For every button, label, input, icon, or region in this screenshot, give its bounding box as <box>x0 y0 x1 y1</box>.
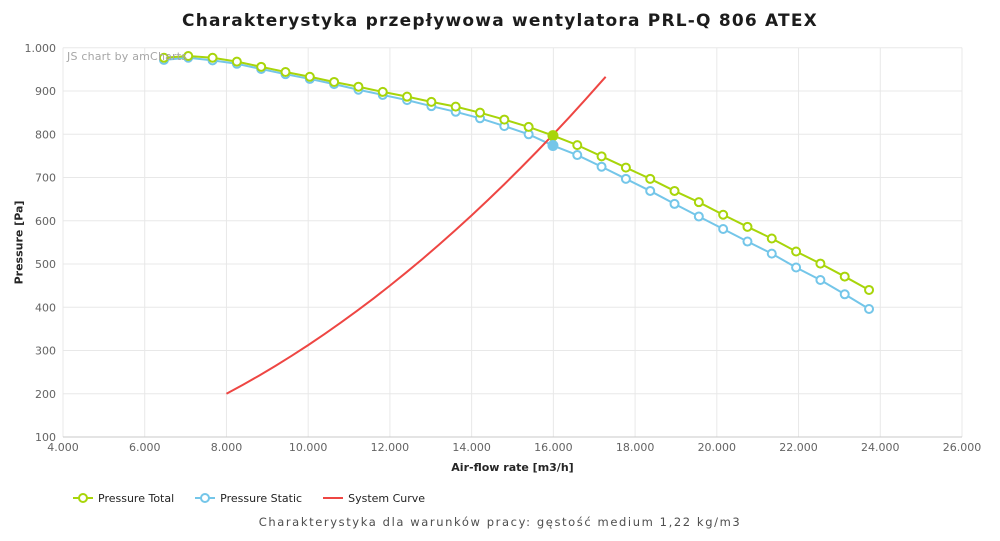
data-point <box>329 76 340 87</box>
x-tick-label: 4.000 <box>47 441 79 454</box>
y-tick-label: 400 <box>35 301 56 314</box>
x-tick-label: 22.000 <box>779 441 818 454</box>
x-tick-label: 20.000 <box>698 441 737 454</box>
y-tick-label: 1.000 <box>25 42 57 55</box>
data-point <box>304 71 315 82</box>
data-point <box>839 289 850 300</box>
series-line-system-curve <box>225 76 607 395</box>
y-tick-label: 900 <box>35 85 56 98</box>
legend-item-pressure-static[interactable]: Pressure Static <box>195 489 302 508</box>
operating-point <box>547 140 559 152</box>
y-axis-title: Pressure [Pa] <box>12 200 26 285</box>
data-point <box>645 185 656 196</box>
data-point <box>377 86 388 97</box>
working-conditions-caption: Charakterystyka dla warunków pracy: gęst… <box>258 515 742 529</box>
data-point <box>596 151 607 162</box>
operating-point <box>547 130 559 142</box>
data-point <box>718 209 729 220</box>
legend: Pressure Total Pressure Static System Cu… <box>73 489 425 508</box>
data-point <box>669 185 680 196</box>
y-tick-label: 700 <box>35 172 56 185</box>
pressure-total-marker-icon <box>73 489 93 508</box>
x-tick-label: 18.000 <box>616 441 655 454</box>
data-point <box>815 275 826 286</box>
series-line-pressure-static <box>163 56 870 310</box>
data-point <box>693 211 704 222</box>
data-point <box>256 61 267 72</box>
page-title: Charakterystyka przepływowa wentylatora … <box>182 11 818 31</box>
data-point <box>815 258 826 269</box>
y-tick-label: 100 <box>35 431 56 444</box>
data-point <box>742 221 753 232</box>
data-point <box>450 101 461 112</box>
x-axis-title: Air-flow rate [m3/h] <box>451 461 574 474</box>
data-point <box>207 52 218 63</box>
data-point <box>231 56 242 67</box>
data-point <box>499 114 510 125</box>
legend-label: System Curve <box>348 492 426 505</box>
y-tick-label: 800 <box>35 128 56 141</box>
data-point <box>475 107 486 118</box>
x-tick-label: 12.000 <box>371 441 410 454</box>
x-tick-label: 16.000 <box>534 441 573 454</box>
data-point <box>353 81 364 92</box>
y-tick-label: 300 <box>35 345 56 358</box>
legend-label: Pressure Total <box>98 492 175 505</box>
y-tick-label: 500 <box>35 258 56 271</box>
data-point <box>280 67 291 78</box>
pressure-static-marker-icon <box>195 489 216 508</box>
data-point <box>620 162 631 173</box>
data-point <box>669 198 680 209</box>
x-tick-label: 14.000 <box>452 441 491 454</box>
data-point <box>645 173 656 184</box>
x-tick-label: 24.000 <box>861 441 900 454</box>
system-curve-marker-icon <box>323 489 344 508</box>
data-point <box>791 246 802 257</box>
data-point <box>523 121 534 132</box>
data-point <box>766 248 777 259</box>
data-point <box>864 284 875 295</box>
data-point <box>183 51 194 62</box>
data-point <box>718 223 729 234</box>
data-point <box>426 96 437 107</box>
data-point <box>693 197 704 208</box>
data-point <box>158 52 169 63</box>
data-point <box>572 150 583 161</box>
data-point <box>766 233 777 244</box>
data-point <box>864 303 875 314</box>
x-tick-label: 26.000 <box>943 441 982 454</box>
y-tick-label: 600 <box>35 215 56 228</box>
x-tick-label: 6.000 <box>129 441 161 454</box>
data-point <box>402 91 413 102</box>
x-tick-label: 10.000 <box>289 441 328 454</box>
data-point <box>839 271 850 282</box>
data-point <box>572 140 583 151</box>
data-point <box>742 236 753 247</box>
y-tick-label: 200 <box>35 388 56 401</box>
legend-label: Pressure Static <box>220 492 303 505</box>
data-point <box>791 262 802 273</box>
data-point <box>620 173 631 184</box>
legend-item-pressure-total[interactable]: Pressure Total <box>73 489 174 508</box>
data-point <box>596 161 607 172</box>
amcharts-branding-link[interactable]: JS chart by amCharts <box>67 50 188 63</box>
x-tick-label: 8.000 <box>211 441 243 454</box>
legend-item-system-curve[interactable]: System Curve <box>323 489 425 508</box>
